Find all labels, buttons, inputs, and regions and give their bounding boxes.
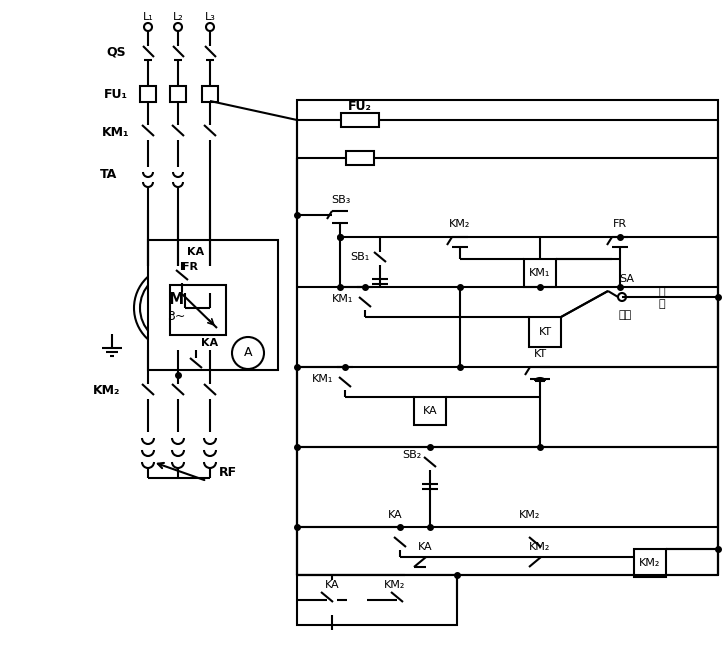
Text: SB₂: SB₂ bbox=[403, 450, 422, 460]
Text: L₁: L₁ bbox=[143, 12, 154, 22]
Text: 自动: 自动 bbox=[618, 310, 632, 320]
Text: KM₁: KM₁ bbox=[102, 126, 130, 138]
Text: SB₁: SB₁ bbox=[350, 252, 370, 262]
Text: KT: KT bbox=[539, 327, 552, 337]
Text: KM₂: KM₂ bbox=[449, 219, 471, 229]
Text: KA: KA bbox=[187, 247, 205, 257]
Bar bbox=[341, 113, 379, 127]
Text: KM₂: KM₂ bbox=[529, 542, 550, 552]
Text: SA: SA bbox=[620, 274, 635, 284]
Text: TA: TA bbox=[100, 168, 116, 181]
Bar bbox=[414, 397, 446, 425]
Text: 3~: 3~ bbox=[167, 311, 185, 324]
Text: L₃: L₃ bbox=[205, 12, 215, 22]
Text: KA: KA bbox=[418, 542, 432, 552]
Text: KA: KA bbox=[325, 580, 339, 590]
Text: KM₂: KM₂ bbox=[384, 580, 405, 590]
Text: FU₁: FU₁ bbox=[104, 89, 128, 102]
Bar bbox=[170, 285, 226, 335]
Bar bbox=[148, 240, 278, 370]
Text: 手: 手 bbox=[659, 287, 665, 297]
Text: KA: KA bbox=[202, 338, 218, 348]
Bar bbox=[529, 317, 561, 347]
Text: KM₁: KM₁ bbox=[529, 268, 550, 278]
Text: KM₁: KM₁ bbox=[312, 374, 333, 384]
Bar bbox=[524, 259, 556, 287]
Bar bbox=[140, 86, 156, 102]
Text: FR: FR bbox=[182, 262, 198, 272]
Text: QS: QS bbox=[106, 45, 126, 58]
Bar bbox=[202, 86, 218, 102]
Text: FU₂: FU₂ bbox=[348, 100, 372, 113]
Text: KT: KT bbox=[534, 349, 547, 359]
Bar bbox=[170, 86, 186, 102]
Bar bbox=[297, 100, 718, 575]
Text: KM₂: KM₂ bbox=[519, 510, 541, 520]
Text: KA: KA bbox=[423, 406, 438, 416]
Text: KM₂: KM₂ bbox=[93, 384, 121, 397]
Text: M: M bbox=[168, 292, 183, 307]
Text: SB₃: SB₃ bbox=[331, 195, 351, 205]
Text: KA: KA bbox=[388, 510, 403, 520]
Text: FR: FR bbox=[613, 219, 627, 229]
Bar bbox=[634, 549, 666, 577]
Bar bbox=[297, 575, 457, 625]
Text: 动: 动 bbox=[659, 299, 665, 309]
Text: KM₂: KM₂ bbox=[639, 558, 661, 568]
Text: KM₁: KM₁ bbox=[332, 294, 354, 304]
Text: L₂: L₂ bbox=[173, 12, 183, 22]
Text: A: A bbox=[244, 347, 252, 360]
Text: RF: RF bbox=[219, 466, 237, 479]
Bar bbox=[346, 151, 374, 165]
Bar bbox=[302, 580, 362, 615]
